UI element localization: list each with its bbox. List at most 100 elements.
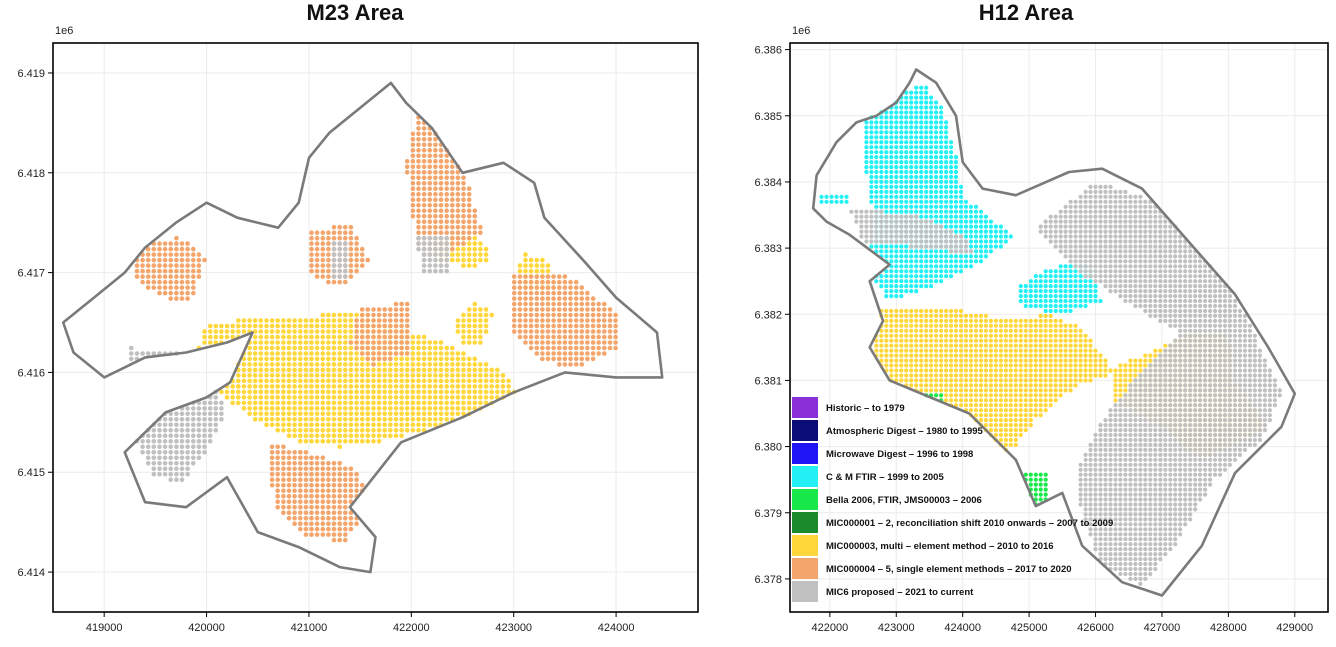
sample-point — [562, 340, 568, 345]
sample-point — [929, 169, 934, 175]
sample-point — [269, 395, 275, 400]
sample-point — [466, 334, 472, 340]
sample-point — [894, 155, 899, 160]
sample-point — [899, 318, 904, 323]
sample-point — [889, 328, 894, 333]
sample-point — [438, 159, 444, 164]
sample-point — [354, 411, 359, 417]
sample-point — [196, 450, 202, 455]
sample-point — [1108, 447, 1113, 452]
sample-point — [602, 334, 607, 340]
sample-point — [427, 170, 433, 175]
sample-point — [337, 362, 343, 367]
sample-point — [343, 510, 348, 515]
sample-point — [466, 323, 472, 329]
sample-point — [1013, 423, 1018, 428]
sample-point — [1083, 259, 1088, 264]
sample-point — [864, 125, 869, 130]
sample-point — [914, 259, 919, 264]
sample-point — [904, 338, 909, 343]
sample-point — [185, 241, 190, 246]
sample-point — [461, 334, 466, 340]
sample-point — [354, 241, 359, 246]
sample-point — [404, 367, 410, 373]
sample-point — [1118, 254, 1123, 259]
sample-point — [939, 160, 944, 165]
sample-point — [924, 85, 929, 90]
sample-point — [1118, 229, 1123, 234]
sample-point — [247, 411, 252, 417]
sample-point — [1053, 323, 1058, 328]
sample-point — [444, 263, 450, 268]
sample-point — [1068, 363, 1073, 368]
sample-point — [1048, 393, 1053, 398]
sample-point — [404, 395, 410, 400]
sample-point — [934, 388, 939, 393]
sample-point — [303, 417, 309, 422]
sample-point — [1038, 373, 1043, 378]
sample-point — [393, 301, 399, 307]
sample-point — [303, 373, 309, 378]
sample-point — [1028, 323, 1033, 328]
sample-point — [523, 307, 528, 312]
sample-point — [421, 170, 427, 175]
sample-point — [557, 307, 562, 312]
sample-point — [427, 345, 433, 351]
sample-point — [168, 450, 173, 455]
sample-point — [939, 125, 944, 130]
sample-point — [269, 471, 275, 477]
sample-point — [337, 471, 343, 477]
sample-point — [376, 318, 382, 323]
sample-point — [1023, 333, 1028, 338]
sample-point — [320, 263, 326, 268]
sample-point — [889, 294, 894, 299]
sample-point — [1113, 497, 1118, 502]
sample-point — [1113, 403, 1118, 408]
sample-point — [1033, 294, 1038, 299]
sample-point — [1033, 333, 1038, 338]
sample-point — [281, 384, 286, 389]
sample-point — [1058, 239, 1063, 244]
sample-point — [1158, 348, 1163, 353]
sample-point — [1053, 269, 1058, 274]
sample-point — [371, 340, 376, 345]
sample-point — [934, 323, 939, 328]
sample-point — [1118, 378, 1123, 383]
sample-point — [884, 289, 889, 294]
sample-point — [427, 148, 433, 153]
sample-point — [354, 389, 359, 395]
sample-point — [326, 482, 331, 488]
sample-point — [157, 444, 162, 450]
sample-point — [252, 384, 258, 389]
sample-point — [1053, 338, 1058, 343]
sample-point — [1058, 294, 1063, 299]
sample-point — [944, 189, 949, 194]
sample-point — [269, 329, 275, 334]
sample-point — [924, 318, 929, 323]
sample-point — [540, 263, 545, 268]
sample-point — [1078, 482, 1083, 487]
sample-point — [1093, 358, 1098, 363]
sample-point — [438, 263, 444, 268]
sample-point — [1053, 298, 1058, 304]
sample-point — [410, 428, 416, 433]
sample-point — [1063, 358, 1068, 363]
sample-point — [517, 263, 523, 268]
sample-point — [478, 340, 483, 345]
sample-point — [899, 140, 904, 145]
sample-point — [978, 209, 984, 214]
sample-point — [934, 169, 939, 175]
sample-point — [958, 184, 964, 189]
sample-point — [1048, 328, 1053, 333]
sample-point — [450, 367, 455, 373]
sample-point — [224, 329, 230, 334]
sample-point — [1028, 294, 1033, 299]
sample-point — [1033, 388, 1038, 393]
sample-point — [388, 411, 393, 417]
sample-point — [1028, 477, 1033, 482]
sample-point — [899, 145, 904, 150]
sample-point — [1113, 413, 1118, 418]
sample-point — [174, 246, 179, 252]
sample-point — [343, 367, 348, 373]
sample-point — [500, 384, 506, 389]
